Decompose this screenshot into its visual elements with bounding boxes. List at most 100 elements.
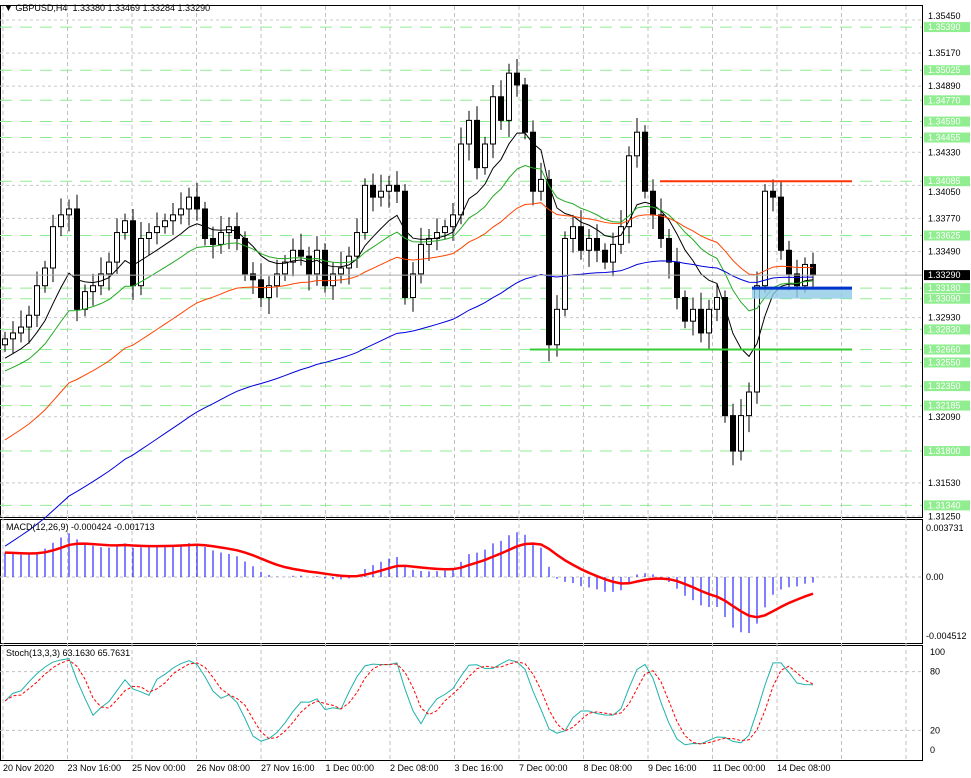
- stoch-tick: 20: [930, 725, 940, 735]
- candle-bear: [258, 279, 264, 299]
- candle-bull: [354, 232, 360, 257]
- candle-bear: [698, 308, 704, 334]
- candle-bear: [530, 131, 536, 192]
- price-label: 1.32930: [928, 313, 961, 323]
- candle-bear: [546, 178, 552, 346]
- price-label: 1.35170: [928, 48, 961, 58]
- time-label: 1 Dec 00:00: [326, 763, 375, 773]
- candle-bull: [746, 391, 752, 417]
- candle-bear: [770, 190, 776, 198]
- candle-bull: [290, 249, 296, 263]
- macd-label: MACD(12,26,9) -0.000424 -0.001713: [6, 522, 155, 532]
- candle-bull: [626, 155, 632, 228]
- candle-bull: [362, 184, 368, 234]
- stoch-d-line: [4, 659, 814, 745]
- level-tag: [924, 95, 970, 106]
- macd-tick: 0.00: [926, 572, 944, 582]
- level-tag: [924, 344, 970, 355]
- candle-bull: [482, 143, 488, 169]
- stoch-tick: 100: [930, 647, 945, 657]
- stoch-tick: 80: [930, 667, 940, 677]
- time-label: 26 Nov 08:00: [197, 763, 251, 773]
- candle-bull: [634, 131, 640, 157]
- stoch-tick: 0: [930, 745, 935, 755]
- candle-bear: [658, 214, 664, 239]
- price-label: 1.34050: [928, 187, 961, 197]
- candle-bull: [338, 267, 344, 275]
- macd-frame: [0, 519, 923, 644]
- level-tag: [924, 283, 970, 294]
- candle-bear: [394, 184, 400, 192]
- current-price-label: 1.33290: [928, 270, 961, 280]
- candle-bull: [450, 214, 456, 228]
- macd-tick: 0.003731: [926, 523, 964, 533]
- level-tag: [924, 381, 970, 392]
- level-tag: [924, 22, 970, 33]
- candle-bear: [578, 226, 584, 251]
- candle-bull: [562, 237, 568, 310]
- stoch-frame: [0, 645, 923, 761]
- level-tag: [924, 446, 970, 457]
- candle-bear: [194, 196, 200, 210]
- candle-bull: [114, 232, 120, 263]
- candle-bear: [402, 190, 408, 299]
- candle-bull: [18, 326, 24, 334]
- candle-bear: [130, 220, 136, 287]
- time-label: 8 Dec 08:00: [584, 763, 633, 773]
- candle-bull: [154, 226, 160, 234]
- candle-bear: [810, 263, 816, 276]
- ma-orange: [4, 202, 814, 441]
- level-label: 1.34590: [928, 117, 961, 127]
- candle-bear: [722, 297, 728, 417]
- candle-bull: [274, 273, 280, 287]
- price-label: 1.33770: [928, 213, 961, 223]
- level-label: 1.31800: [928, 446, 961, 456]
- candle-bull: [506, 72, 512, 121]
- level-tag: [924, 116, 970, 127]
- time-label: 11 Dec 00:00: [713, 763, 766, 773]
- price-label: 1.34890: [928, 81, 961, 91]
- candle-bull: [434, 232, 440, 239]
- level-label: 1.35025: [928, 65, 961, 75]
- candle-bull: [378, 190, 384, 198]
- level-label: 1.32350: [928, 381, 961, 391]
- time-label: 2 Dec 08:00: [390, 763, 439, 773]
- level-label: 1.33180: [928, 283, 961, 293]
- price-label: 1.32090: [928, 412, 961, 422]
- candle-bear: [602, 249, 608, 263]
- candle-bull: [442, 226, 448, 234]
- level-tag: [924, 400, 970, 411]
- candle-bear: [786, 249, 792, 275]
- symbol-header[interactable]: ▼ GBPUSD,H4 1.33380 1.33469 1.33284 1.33…: [4, 3, 211, 13]
- candle-bull: [554, 308, 560, 346]
- price-label: 1.35450: [928, 11, 961, 21]
- candle-bull: [282, 261, 288, 275]
- level-tag: [924, 357, 970, 368]
- dropdown-icon[interactable]: ▼: [4, 3, 16, 13]
- level-label: 1.33625: [928, 231, 961, 241]
- candle-bull: [82, 291, 88, 310]
- level-tag: [924, 176, 970, 187]
- candle-bull: [122, 220, 128, 234]
- level-label: 1.34455: [928, 133, 961, 143]
- level-label: 1.31340: [928, 500, 961, 510]
- candle-bull: [690, 308, 696, 322]
- time-label: 27 Nov 16:00: [261, 763, 315, 773]
- main-frame: [0, 5, 923, 518]
- candle-bear: [298, 249, 304, 257]
- candle-bull: [386, 184, 392, 192]
- candle-bear: [74, 208, 80, 310]
- candle-bull: [458, 143, 464, 216]
- candle-bear: [642, 131, 648, 192]
- candle-bull: [538, 178, 544, 192]
- macd-tick: -0.004512: [926, 631, 967, 641]
- candle-bear: [594, 237, 600, 251]
- candle-bull: [66, 208, 72, 216]
- candle-bear: [778, 196, 784, 251]
- time-label: 3 Dec 16:00: [455, 763, 504, 773]
- candle-bull: [138, 237, 144, 287]
- candle-bull: [218, 232, 224, 245]
- candle-bear: [650, 190, 656, 216]
- candle-bull: [42, 267, 48, 287]
